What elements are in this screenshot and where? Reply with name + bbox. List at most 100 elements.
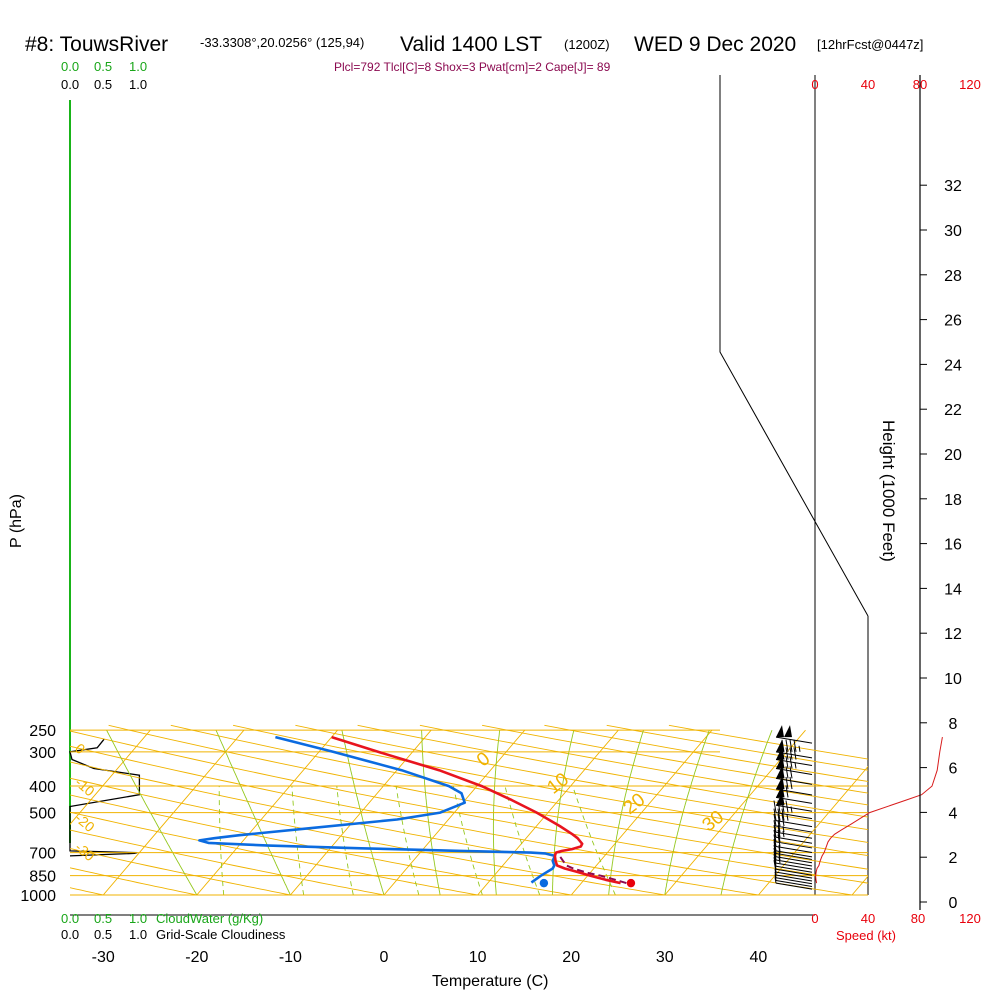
mixing-ratio-line xyxy=(218,786,225,895)
isotherm-label: 20 xyxy=(620,789,650,819)
wind-barb-feather xyxy=(773,813,777,827)
wind-barb-feather xyxy=(785,785,789,798)
height-tick-label: 10 xyxy=(944,671,962,688)
height-tick-label: 6 xyxy=(949,761,958,778)
wind-scale-top: 0 40 80 120 xyxy=(811,77,980,92)
dry-adiabat-line xyxy=(295,724,868,895)
temperature-tick-label: 0 xyxy=(380,949,389,966)
wind-barb-feather xyxy=(773,825,777,838)
sounding-profiles xyxy=(198,735,636,888)
wind-barb-feather xyxy=(781,800,785,813)
mixing-ratio-label: 3 xyxy=(348,899,355,914)
wind-barb-half xyxy=(782,826,785,833)
wind-barb-feather xyxy=(777,834,781,847)
pressure-tick-label: 400 xyxy=(29,779,56,796)
cloudiness-top-tick: 1.0 xyxy=(129,77,147,92)
dry-adiabat-line xyxy=(357,724,868,895)
pressure-tick-label: 500 xyxy=(29,806,56,823)
height-tick-label: 16 xyxy=(944,537,962,554)
height-tick-label: 18 xyxy=(944,492,962,509)
wind-bottom-tick: 40 xyxy=(861,911,875,926)
wind-barb-feather xyxy=(785,756,789,769)
dry-adiabat-line xyxy=(108,724,868,895)
height-tick-label: 14 xyxy=(944,581,962,598)
wind-top-tick: 40 xyxy=(861,77,875,92)
wind-barb xyxy=(775,825,813,833)
wind-barb-feather xyxy=(793,747,797,760)
wind-barb-half xyxy=(778,847,781,854)
dry-adiabat-line xyxy=(233,724,868,895)
cloudwater-bottom-tick: 1.0 xyxy=(129,911,147,926)
dry-adiabat-line xyxy=(482,724,868,895)
mixing-ratio-label: 12 xyxy=(534,899,548,914)
moist-adiabat-line xyxy=(720,730,773,895)
sounding-params: Plcl=792 Tlcl[C]=8 Shox=3 Pwat[cm]=2 Cap… xyxy=(334,60,611,74)
wind-top-tick: 0 xyxy=(811,77,818,92)
wind-barb-feather xyxy=(781,808,785,821)
y-axis-label: P (hPa) xyxy=(8,494,25,548)
wind-barb-feather xyxy=(781,785,785,798)
wind-barb xyxy=(775,882,813,890)
height-tick-label: 8 xyxy=(949,716,958,733)
pressure-tick-label: 250 xyxy=(29,723,56,740)
wind-barb-feather xyxy=(773,829,777,843)
wind-barb-feather xyxy=(785,776,789,790)
wind-barb-feather xyxy=(773,844,777,857)
height-tick-label: 30 xyxy=(944,223,962,240)
wind-barb xyxy=(775,845,813,853)
wind-barb-feather xyxy=(777,825,781,838)
wind-barb-feather xyxy=(781,766,785,779)
dry-adiabat-line xyxy=(170,724,868,895)
cloudiness-top-tick: 0.0 xyxy=(61,77,79,92)
moist-adiabat-line xyxy=(664,730,710,895)
mixing-ratio-label: 8 xyxy=(477,899,484,914)
wind-barb-half xyxy=(778,850,781,857)
wind-scale-bottom: 0 40 80 120 Speed (kt) xyxy=(811,911,980,943)
wind-barb-half xyxy=(786,814,789,821)
cloudwater-top-tick: 1.0 xyxy=(129,59,147,74)
wind-barb xyxy=(775,874,813,882)
wind-barb xyxy=(775,852,813,860)
wind-barb-half xyxy=(794,762,797,769)
valid-time: Valid 1400 LST xyxy=(400,33,542,56)
moist-adiabat-line xyxy=(492,730,501,895)
wind-barb xyxy=(775,865,813,873)
wind-bottom-tick: 0 xyxy=(811,911,818,926)
height-tick-label: 20 xyxy=(944,447,962,464)
moist-adiabat-line xyxy=(106,729,198,895)
pressure-tick-label: 300 xyxy=(29,745,56,762)
temperature-line xyxy=(331,735,621,885)
dry-adiabat-line xyxy=(70,724,868,895)
wind-barb-half xyxy=(790,806,793,813)
isotherm-label: 30 xyxy=(699,807,729,837)
dry-adiabat-line xyxy=(70,724,291,895)
wind-barb-half xyxy=(798,745,801,752)
wind-barb-feather xyxy=(789,766,793,779)
cloudiness-bottom-tick: 0.5 xyxy=(94,927,112,942)
wind-barb-feather xyxy=(785,739,789,752)
dry-adiabat-label: 0 xyxy=(72,740,88,757)
height-tick-label: 22 xyxy=(944,402,962,419)
height-axis-label: Height (1000 Feet) xyxy=(879,420,898,562)
pressure-tick-label: 700 xyxy=(29,846,56,863)
parcel-line xyxy=(558,850,627,885)
dry-adiabat-line xyxy=(419,724,868,895)
cloudiness-label: Grid-Scale Cloudiness xyxy=(156,927,286,942)
wind-barb-feather xyxy=(785,747,789,760)
wind-barb-feather xyxy=(777,820,781,833)
wind-barb-feather xyxy=(773,834,777,847)
height-tick-label: 0 xyxy=(949,895,958,912)
height-tick-label: 12 xyxy=(944,626,962,643)
surface-temperature-dot xyxy=(626,878,636,888)
wind-barb-pennant xyxy=(776,725,784,738)
temperature-tick-label: -10 xyxy=(279,949,302,966)
dry-adiabat-line xyxy=(70,724,385,895)
wind-barb-feather xyxy=(777,813,781,827)
wind-speed-line xyxy=(815,737,943,884)
wind-top-tick: 120 xyxy=(959,77,981,92)
temperature-tick-label: -20 xyxy=(185,949,208,966)
surface-dewpoint-dot xyxy=(539,878,549,888)
wind-barb-feather xyxy=(773,847,777,861)
forecast-date: WED 9 Dec 2020 xyxy=(634,33,796,56)
